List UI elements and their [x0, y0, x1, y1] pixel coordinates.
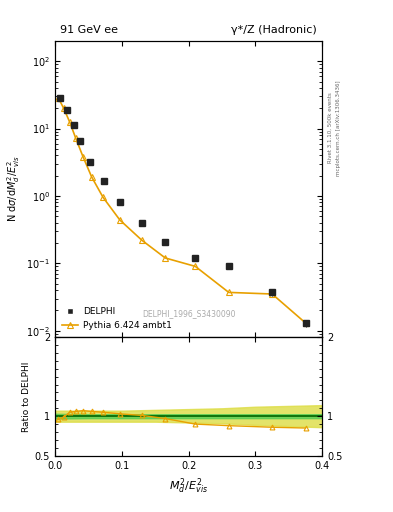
- Text: 91 GeV ee: 91 GeV ee: [61, 25, 118, 35]
- Text: Rivet 3.1.10, 500k events: Rivet 3.1.10, 500k events: [328, 93, 333, 163]
- Text: mcplots.cern.ch [arXiv:1306.3436]: mcplots.cern.ch [arXiv:1306.3436]: [336, 80, 341, 176]
- X-axis label: $M_d^2/E_{vis}^2$: $M_d^2/E_{vis}^2$: [169, 476, 208, 496]
- Legend: DELPHI, Pythia 6.424 ambt1: DELPHI, Pythia 6.424 ambt1: [59, 305, 174, 333]
- Text: DELPHI_1996_S3430090: DELPHI_1996_S3430090: [142, 309, 235, 318]
- Y-axis label: Ratio to DELPHI: Ratio to DELPHI: [22, 361, 31, 432]
- Text: γ*/Z (Hadronic): γ*/Z (Hadronic): [231, 25, 317, 35]
- Y-axis label: N d$\sigma$/d$M_d^2$/$E_{vis}^2$: N d$\sigma$/d$M_d^2$/$E_{vis}^2$: [6, 156, 22, 223]
